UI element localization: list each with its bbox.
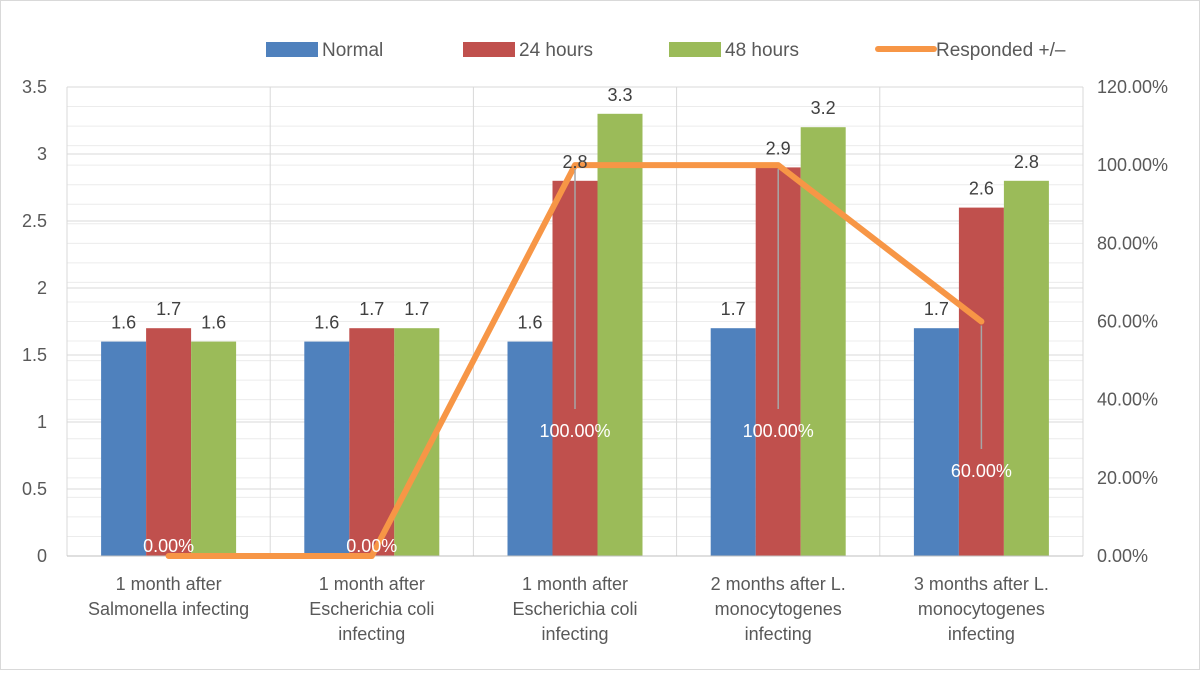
x-axis-category-label: 3 months after L. monocytogenes infecting [914,574,1049,644]
y2-axis-tick-label: 120.00% [1097,77,1168,97]
bar-data-label: 2.9 [766,138,791,158]
legend-swatch [669,42,721,57]
line-data-label: 0.00% [143,536,194,556]
y-axis-tick-label: 0.5 [22,479,47,499]
legend-swatch [463,42,515,57]
legend-item: 48 hours [669,40,799,61]
legend: Normal 24 hours 48 hours Responded +/– [266,40,1066,61]
x-axis-category-label: 1 month after Escherichia coli infecting [512,574,637,644]
responded-line [165,162,985,559]
y-axis-tick-label: 2.5 [22,211,47,231]
category-label-line: monocytogenes [715,599,842,619]
category-label-line: 1 month after [319,574,425,594]
category-label-line: 3 months after L. [914,574,1049,594]
y-axis-tick-label: 1.5 [22,345,47,365]
y-axis-tick-label: 1 [37,412,47,432]
category-label-line: infecting [541,624,608,644]
bar-normal [913,328,959,556]
x-axis-category-label: 1 month after Salmonella infecting [88,574,249,619]
y-axis-tick-label: 3 [37,144,47,164]
category-label-line: infecting [948,624,1015,644]
category-label-line: monocytogenes [918,599,1045,619]
bar-48-hours [191,341,237,556]
legend-label: 24 hours [519,40,593,61]
line-data-label: 100.00% [539,421,610,441]
bar-data-label: 1.6 [111,313,136,333]
bar-data-label: 1.6 [201,313,226,333]
bar-data-label: 3.2 [811,98,836,118]
bar-normal [710,328,756,556]
y2-axis-tick-label: 100.00% [1097,155,1168,175]
responded-line-path [165,162,985,559]
line-data-label: 60.00% [951,461,1012,481]
bar-normal [101,341,147,556]
bar-48-hours [800,127,846,556]
bar-data-label: 2.6 [969,179,994,199]
bar-data-label: 3.3 [607,85,632,105]
bar-data-label: 1.7 [721,299,746,319]
category-label-line: 2 months after L. [711,574,846,594]
y2-axis-tick-label: 40.00% [1097,390,1158,410]
bar-normal [507,341,553,556]
bar-normal [304,341,350,556]
bar-data-label: 1.7 [924,299,949,319]
category-label-line: Escherichia coli [512,599,637,619]
line-data-label: 0.00% [346,536,397,556]
legend-item: 24 hours [463,40,593,61]
legend-label: 48 hours [725,40,799,61]
x-axis-category-label: 1 month after Escherichia coli infecting [309,574,434,644]
legend-item: Normal [266,40,383,61]
bar-data-label: 1.6 [517,313,542,333]
data-labels: 1.6 1.6 1.6 1.7 1.7 1.7 1.7 2.8 2.9 2.6 1.6 1.7 3.3 3… [111,85,1039,556]
bar-24-hours [146,328,192,556]
line-data-label: 100.00% [743,421,814,441]
bar-24-hours [349,328,395,556]
bar-data-label: 1.7 [156,299,181,319]
bar-data-label: 1.6 [314,313,339,333]
y-axis-tick-label: 0 [37,546,47,566]
y2-axis-tick-label: 60.00% [1097,312,1158,332]
bar-data-label: 2.8 [1014,152,1039,172]
bar-data-label: 2.8 [562,152,587,172]
legend-swatch [266,42,318,57]
x-axis-category-label: 2 months after L. monocytogenes infecting [711,574,846,644]
y2-axis-tick-label: 20.00% [1097,468,1158,488]
y-axis-tick-label: 2 [37,278,47,298]
category-label-line: infecting [745,624,812,644]
category-label-line: Escherichia coli [309,599,434,619]
y-axis-tick-label: 3.5 [22,77,47,97]
bar-48-hours [597,113,643,557]
bar-data-label: 1.7 [404,299,429,319]
category-label-line: 1 month after [116,574,222,594]
legend-item: Responded +/– [875,40,1066,61]
legend-label: Responded +/– [936,40,1066,61]
category-label-line: Salmonella infecting [88,599,249,619]
y2-axis-tick-label: 80.00% [1097,233,1158,253]
legend-label: Normal [322,40,383,61]
y2-axis-tick-label: 0.00% [1097,546,1148,566]
category-label-line: 1 month after [522,574,628,594]
bar-48-hours [1003,180,1049,557]
category-label-line: infecting [338,624,405,644]
bar-data-label: 1.7 [359,299,384,319]
